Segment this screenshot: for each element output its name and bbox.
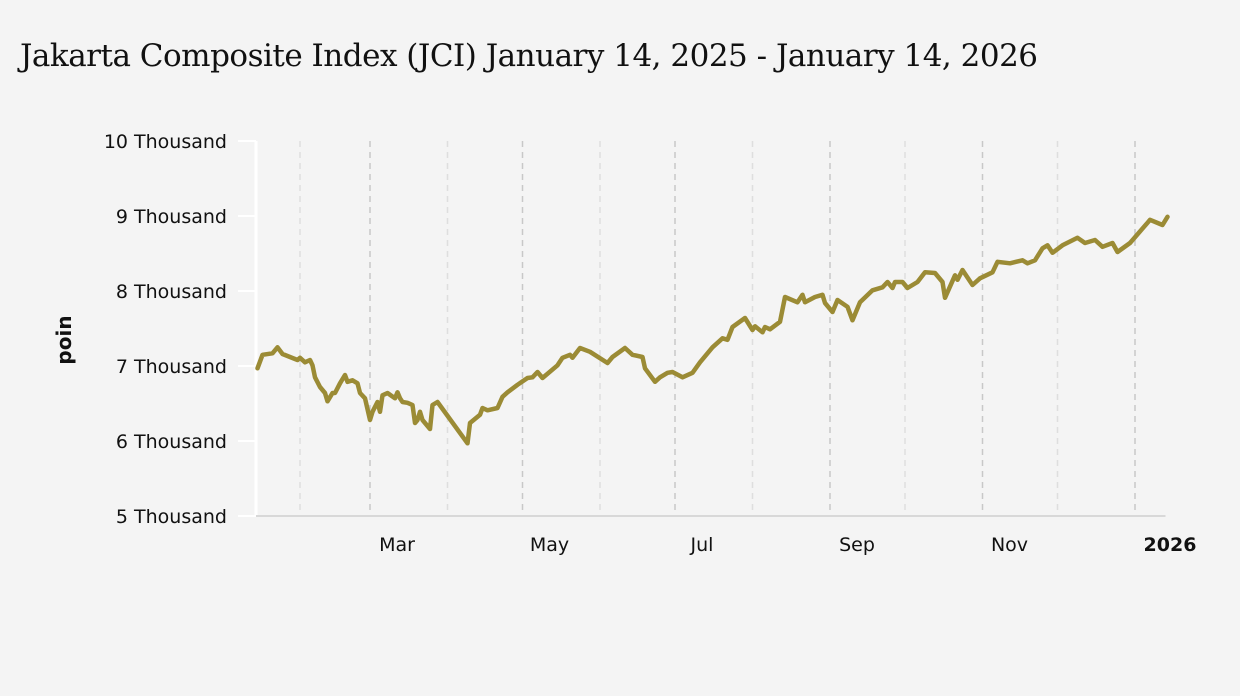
series-line-jci: [255, 214, 1170, 446]
x-tick-label: Mar: [379, 534, 415, 556]
x-tick-label: Jul: [690, 534, 714, 556]
y-tick-label: 6 Thousand: [116, 431, 227, 453]
y-tick-label: 5 Thousand: [116, 506, 227, 528]
y-tick-label: 8 Thousand: [116, 281, 227, 303]
x-tick-label: Sep: [839, 534, 875, 556]
y-tick-label: 7 Thousand: [116, 356, 227, 378]
chart-title: Jakarta Composite Index (JCI) January 14…: [20, 38, 1038, 74]
x-tick-label: Nov: [991, 534, 1028, 556]
y-tick-label: 9 Thousand: [116, 206, 227, 228]
x-tick-label: 2026: [1144, 534, 1197, 556]
y-tick-label: 10 Thousand: [104, 131, 227, 153]
x-tick-label: May: [530, 534, 569, 556]
